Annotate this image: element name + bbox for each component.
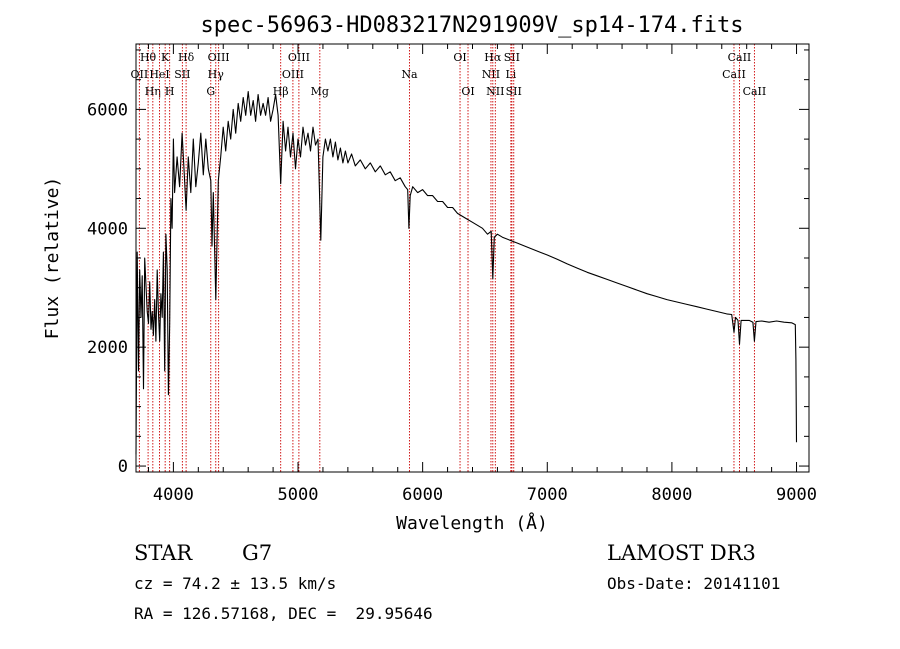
x-tick-label: 4000: [153, 485, 194, 505]
spectral-line-label: Hβ: [273, 85, 289, 98]
spectral-line-label: CaII: [728, 51, 752, 64]
spectral-line-label: OIII: [208, 51, 230, 64]
x-tick-label: 9000: [776, 485, 817, 505]
object-class: STAR: [134, 541, 193, 565]
spectral-line-label: SII: [506, 85, 522, 98]
y-tick-label: 6000: [87, 100, 128, 120]
x-tick-label: 5000: [278, 485, 319, 505]
spectral-line-label: OI: [453, 51, 466, 64]
axis-tick-labels: 4000 5000 6000 7000 8000 9000 0 2000 4000 6000: [87, 100, 817, 505]
spectral-line-label: H: [165, 85, 175, 98]
object-subclass: G7: [242, 541, 272, 565]
spectral-line-label: OIII: [288, 51, 310, 64]
spectral-line-label: CaII: [743, 85, 767, 98]
spectral-line-label: CaII: [722, 68, 746, 81]
y-tick-label: 4000: [87, 219, 128, 239]
spectral-line-label: K: [161, 51, 170, 64]
x-axis-label: Wavelength (Å): [396, 512, 548, 534]
survey-name: LAMOST DR3: [607, 541, 756, 565]
redshift-text: cz = 74.2 ± 13.5 km/s: [134, 574, 336, 593]
obs-date: Obs-Date: 20141101: [607, 574, 780, 593]
spectral-line-markers: OII Hθ Hη HeI K H SII Hδ G Hγ OIII Hβ OIII OIII Mg Na OI…: [131, 44, 767, 472]
spectrum-line: [135, 91, 798, 455]
spectral-line-label: NII: [486, 85, 504, 98]
chart-title: spec-56963-HD083217N291909V_sp14-174.fit…: [200, 13, 743, 38]
x-tick-label: 7000: [527, 485, 568, 505]
spectral-line-label: G: [206, 85, 215, 98]
y-tick-label: 2000: [87, 338, 128, 358]
spectral-line-label: OIII: [282, 68, 304, 81]
spectral-line-label: Hθ: [140, 51, 157, 64]
spectral-line-label: HeI: [149, 68, 169, 81]
spectral-line-label: Hδ: [178, 51, 195, 64]
spectral-line-label: OII: [131, 68, 149, 81]
x-tick-label: 6000: [402, 485, 443, 505]
axis-ticks: [136, 44, 809, 472]
spectral-line-label: OI: [461, 85, 474, 98]
plot-frame: [135, 43, 810, 473]
spectral-line-label: Na: [401, 68, 418, 81]
y-tick-label: 0: [118, 457, 128, 477]
coordinates-text: RA = 126.57168, DEC = 29.95646: [134, 604, 433, 623]
spectral-line-label: Li: [505, 68, 516, 81]
spectral-line-label: SII: [504, 51, 520, 64]
spectral-line-label: SII: [174, 68, 190, 81]
x-tick-label: 8000: [651, 485, 692, 505]
spectral-line-label: NII: [482, 68, 500, 81]
spectral-line-label: Hη: [145, 85, 161, 98]
spectral-line-label: Mg: [311, 85, 329, 98]
spectral-line-label: Hα: [484, 51, 502, 64]
y-axis-label: Flux (relative): [42, 177, 63, 340]
spectral-line-label: Hγ: [208, 68, 225, 81]
